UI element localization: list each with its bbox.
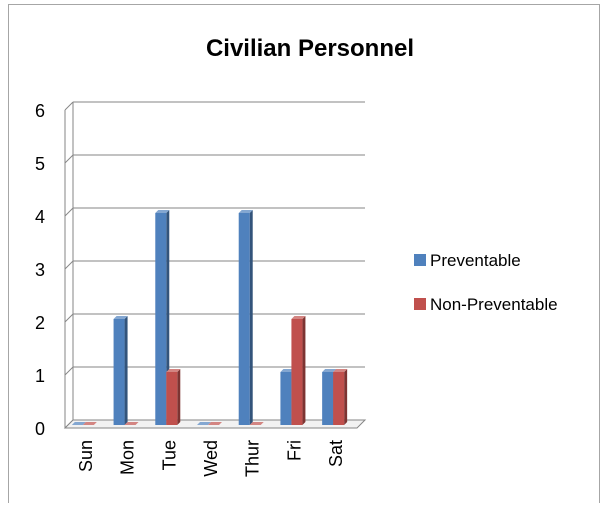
gridline <box>64 101 365 111</box>
bar-fri-non-preventable <box>291 316 306 425</box>
y-tick-labels: 0 1 2 3 4 5 6 <box>35 101 45 439</box>
bar-wed-preventable <box>197 422 211 425</box>
x-tick-label: Sun <box>76 440 96 472</box>
bars <box>71 210 348 425</box>
x-tick-label: Fri <box>284 440 304 461</box>
bar-wed-non-preventable <box>208 422 222 425</box>
bar-mon-non-preventable <box>124 422 139 425</box>
gridline <box>64 260 365 270</box>
y-tick-label: 4 <box>35 207 45 227</box>
y-tick-label: 2 <box>35 313 45 333</box>
x-tick-labels: Sun Mon Tue Wed Thur Fri Sat <box>76 440 346 477</box>
x-tick-label: Thur <box>243 440 263 477</box>
y-tick-label: 5 <box>35 154 45 174</box>
gridline <box>64 366 365 376</box>
bar-tue-non-preventable <box>166 369 181 425</box>
y-tick-label: 6 <box>35 101 45 121</box>
chart-frame <box>8 4 600 503</box>
legend-item: Preventable <box>414 251 521 270</box>
legend: Preventable Non-Preventable <box>414 251 558 314</box>
y-tick-label: 1 <box>35 366 45 386</box>
x-tick-label: Sat <box>326 440 346 467</box>
axes <box>63 102 367 429</box>
gridlines <box>64 101 365 429</box>
gridline <box>64 313 365 323</box>
y-tick-label: 0 <box>35 419 45 439</box>
bar-thur-preventable <box>238 210 253 425</box>
chart-title: Civilian Personnel <box>206 35 414 62</box>
legend-label: Non-Preventable <box>430 295 558 314</box>
bar-sun-preventable <box>71 422 86 425</box>
legend-item: Non-Preventable <box>414 295 558 314</box>
x-tick-label: Wed <box>201 440 221 477</box>
bar-sat-non-preventable <box>333 369 348 425</box>
x-tick-label: Tue <box>159 440 179 470</box>
gridline <box>64 207 365 217</box>
legend-swatch <box>414 298 426 310</box>
bar-mon-preventable <box>113 316 128 425</box>
legend-label: Preventable <box>430 251 521 270</box>
legend-swatch <box>414 254 426 266</box>
bar-thur-non-preventable <box>249 422 264 425</box>
y-tick-label: 3 <box>35 260 45 280</box>
gridline <box>64 154 365 164</box>
bar-sun-non-preventable <box>82 422 97 425</box>
x-tick-label: Mon <box>118 440 138 475</box>
